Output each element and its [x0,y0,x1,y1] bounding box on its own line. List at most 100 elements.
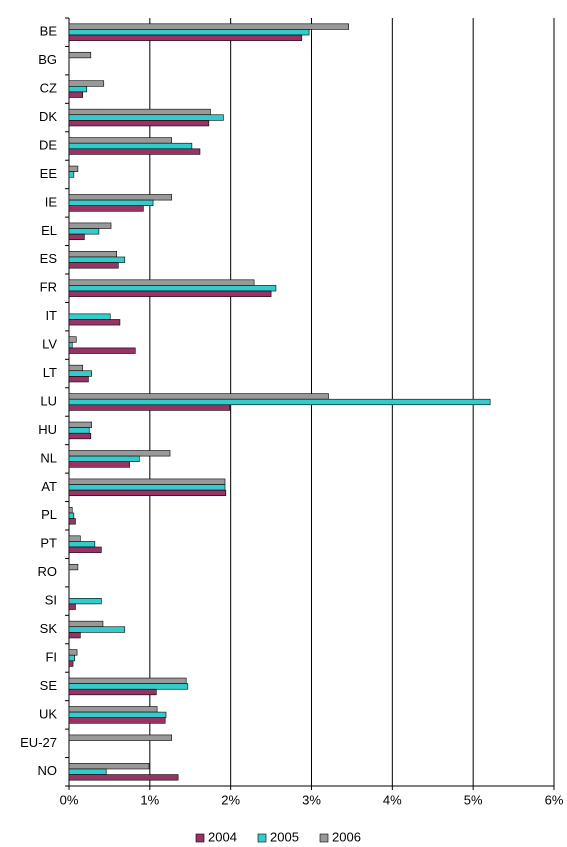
bar [68,342,73,349]
bar [68,461,130,468]
bar [68,120,210,127]
bar [68,535,81,542]
x-tick-label: 2% [221,792,240,807]
y-tick-label: NL [40,450,57,465]
bar [68,23,349,30]
bar [68,518,76,525]
bar [68,228,100,235]
bar [68,507,73,514]
bar [68,114,224,121]
bar [68,427,90,434]
y-tick-label: ES [40,251,58,266]
x-tick-label: 1% [140,792,159,807]
bar [68,683,189,690]
bar [68,774,179,781]
bar [68,86,88,93]
bar [68,541,96,548]
bar [68,34,303,41]
x-tick-label: 5% [464,792,483,807]
legend-label: 2004 [208,829,237,844]
bar [68,171,75,178]
bar [68,290,272,297]
bar [68,421,92,428]
bar [68,688,157,696]
x-tick-label: 4% [383,792,402,807]
x-tick-label: 3% [302,792,321,807]
bar [68,194,172,201]
y-tick-label: DK [39,109,57,124]
bar [68,603,76,610]
bar [68,654,75,662]
y-tick-label: IE [45,194,58,209]
x-tick-label: 0% [60,792,79,807]
bar [68,393,329,400]
y-tick-label: PT [40,536,57,551]
y-tick-label: BE [40,24,58,39]
bar [68,432,92,440]
legend-swatch [195,833,205,843]
legend-label: 2005 [270,829,299,844]
legend-swatch [319,833,329,843]
bar [68,546,102,553]
legend-label: 2006 [332,829,361,844]
bar [68,677,187,684]
bar [68,376,89,383]
y-tick-label: EU-27 [20,735,57,750]
bar [68,450,171,457]
bar [68,660,74,667]
y-tick-label: CZ [40,81,57,96]
bar [68,51,92,59]
bar [68,347,136,354]
bar [68,734,172,741]
y-tick-label: AT [41,479,57,494]
y-tick-label: EE [40,166,58,181]
bar [68,620,104,628]
bar [68,478,226,485]
bar [68,233,85,241]
bar [68,626,126,633]
bar [68,512,75,519]
bar [68,563,79,571]
y-tick-label: BG [38,52,57,67]
bar [68,262,119,269]
bar [68,364,84,372]
y-tick-label: DE [39,137,57,152]
bar [68,199,154,206]
bar [68,489,227,497]
bar [68,455,140,462]
y-tick-label: LV [42,337,57,352]
bar [68,142,193,150]
y-tick-label: IT [45,308,57,323]
bar [68,256,126,263]
bar [68,763,150,770]
bar [68,484,226,491]
bar [68,319,121,326]
legend-swatch [257,833,267,843]
bar [68,398,491,406]
bar [68,108,211,116]
bar [68,80,105,87]
bar [68,632,81,639]
y-tick-label: FI [45,649,57,664]
bar [68,404,231,411]
y-tick-label: RO [38,564,58,579]
bar [68,148,201,155]
y-tick-label: PL [41,507,57,522]
y-tick-label: EL [41,223,57,238]
y-tick-label: SK [40,621,58,636]
bar [68,768,107,775]
bar [68,165,79,172]
bar [68,137,172,144]
y-tick-label: SE [40,678,58,693]
bar [68,336,77,343]
x-tick-label: 6% [545,792,564,807]
bar [68,91,84,98]
y-tick-label: LU [40,393,57,408]
bar [68,205,144,212]
y-tick-label: SI [45,593,57,608]
y-tick-label: FR [40,280,57,295]
bar [68,251,117,258]
bar [68,370,92,377]
bar [68,598,102,605]
